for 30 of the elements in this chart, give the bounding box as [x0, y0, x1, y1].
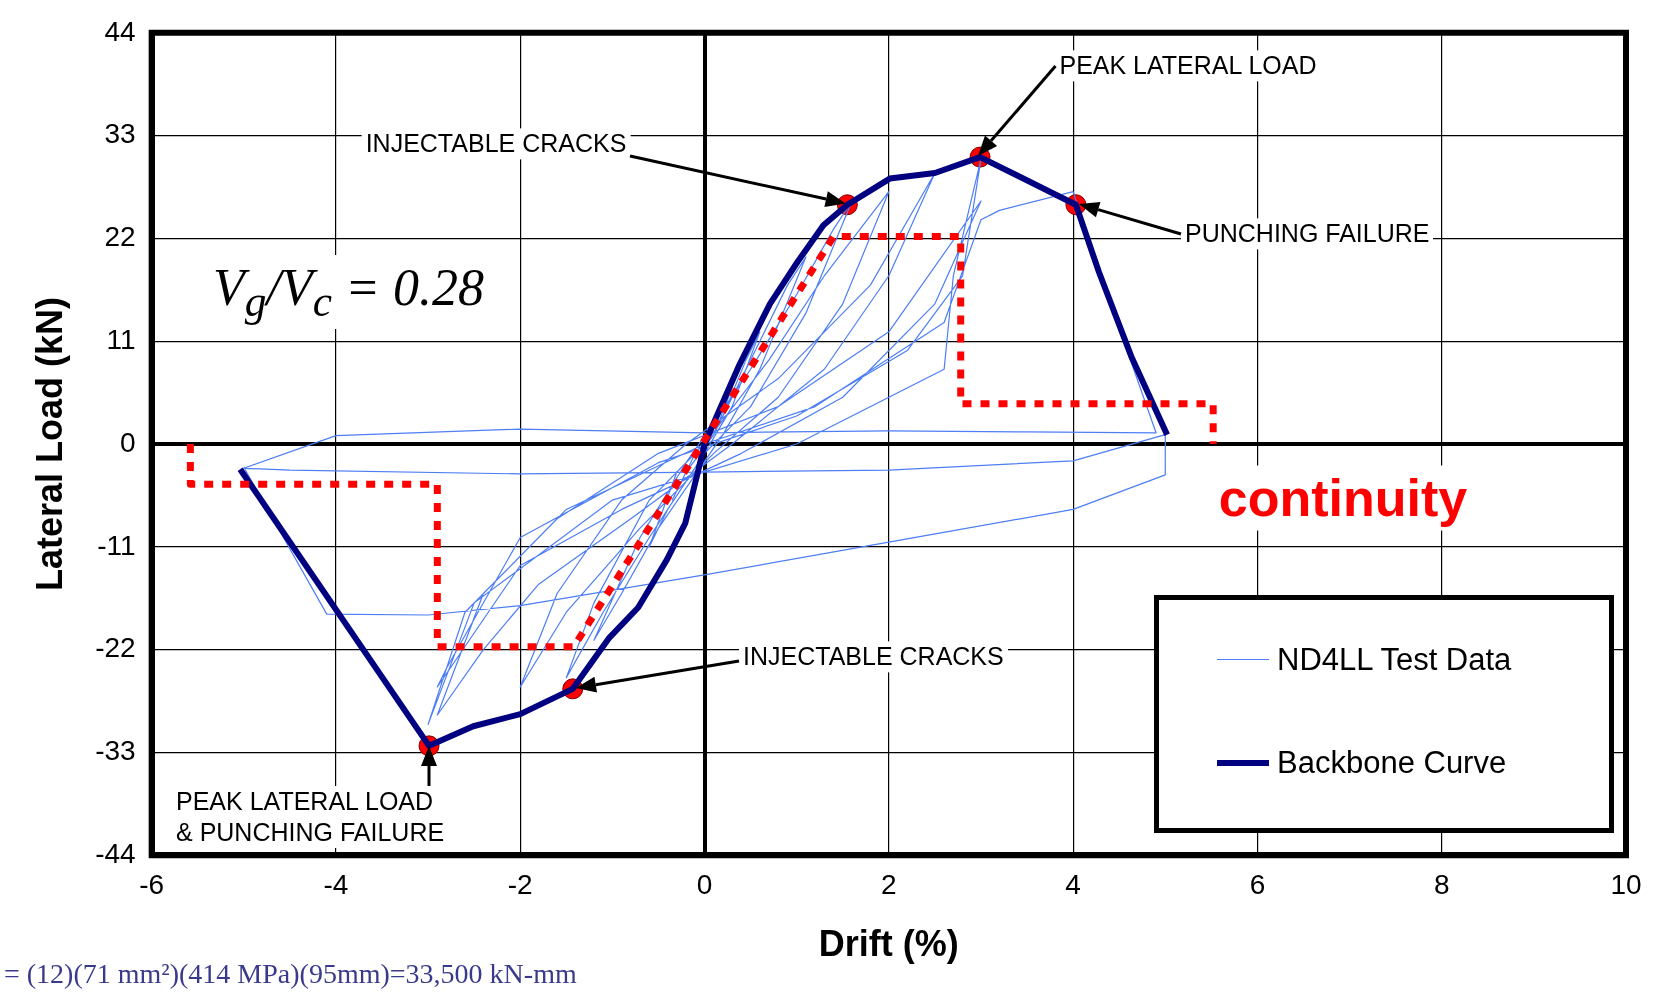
- x-tick-label: -6: [139, 868, 165, 900]
- y-tick-label: -22: [95, 632, 136, 664]
- x-tick-label: 8: [1433, 868, 1450, 900]
- x-tick-label: 10: [1610, 868, 1642, 900]
- annotation: INJECTABLE CRACKS: [739, 641, 1008, 673]
- legend-label: Backbone Curve: [1277, 744, 1507, 781]
- y-tick-label: -11: [97, 529, 136, 561]
- y-tick-label: 22: [104, 221, 136, 253]
- y-tick-label: 33: [104, 118, 136, 150]
- y-tick-label: 44: [104, 15, 136, 47]
- x-tick-label: -2: [507, 868, 533, 900]
- x-tick-label: 4: [1065, 868, 1081, 900]
- annotation: INJECTABLE CRACKS: [361, 128, 631, 160]
- annotation: PEAK LATERAL LOAD & PUNCHING FAILURE: [172, 785, 449, 849]
- annotation: PUNCHING FAILURE: [1181, 218, 1434, 250]
- text: = (12)(71 mm²)(414 MPa)(95mm)=33,500 kN-mm: [4, 957, 577, 991]
- y-tick-label: 11: [106, 323, 136, 355]
- legend-label: ND4LL Test Data: [1277, 641, 1512, 678]
- y-axis-title: Lateral Load (kN): [28, 296, 70, 592]
- y-tick-label: -33: [95, 735, 136, 767]
- y-tick-label: 0: [120, 426, 136, 458]
- annotation: V$_{g}$/V$_{c}$ = 0.28: [205, 255, 492, 329]
- x-tick-label: 2: [881, 868, 897, 900]
- x-tick-label: -4: [323, 868, 349, 900]
- x-tick-label: 0: [696, 868, 713, 900]
- x-axis-title: Drift (%): [818, 923, 959, 965]
- y-tick-label: -44: [95, 837, 136, 869]
- x-tick-label: 6: [1249, 868, 1266, 900]
- annotation: PEAK LATERAL LOAD: [1055, 50, 1321, 82]
- annotation: continuity: [1212, 465, 1474, 531]
